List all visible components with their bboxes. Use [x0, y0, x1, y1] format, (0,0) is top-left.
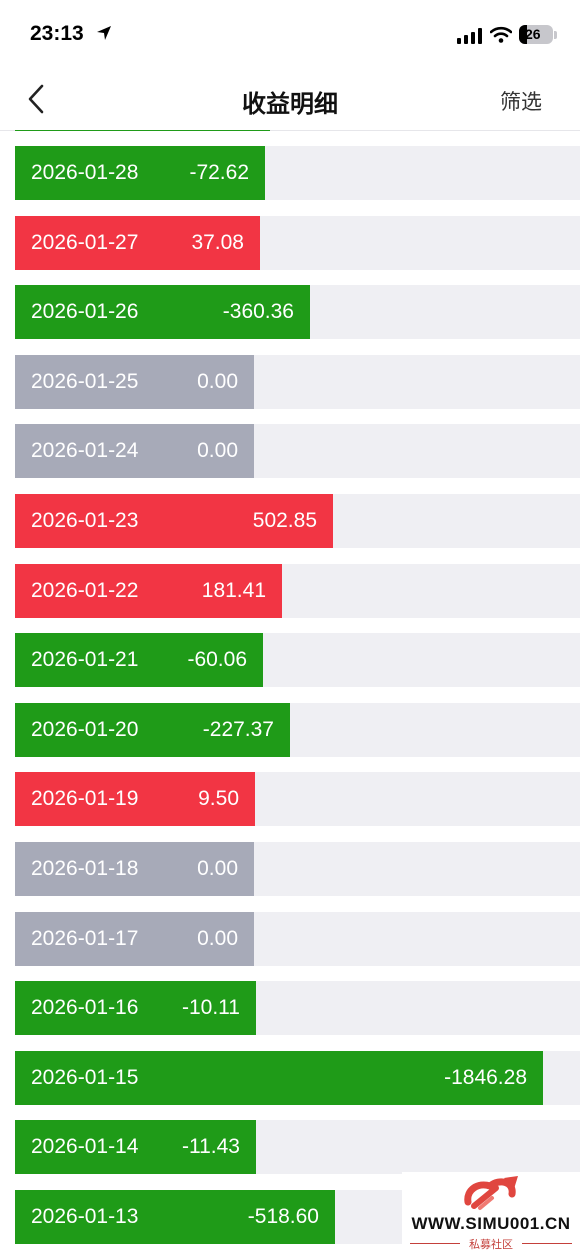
- earnings-row[interactable]: 2026-01-23 502.85: [15, 494, 580, 548]
- earnings-row[interactable]: 2026-01-26 -360.36: [15, 285, 580, 340]
- row-amount: -60.06: [187, 648, 247, 672]
- earnings-list: 2026-01-28 -72.62 2026-01-27 37.08 2026-01-2…: [0, 130, 580, 1255]
- row-date: 2026-01-15: [31, 1065, 139, 1089]
- amount-bar: 2026-01-15 -1846.28: [15, 1050, 543, 1105]
- nav-bar: 收益明细 筛选: [0, 68, 580, 131]
- amount-bar: 2026-01-14 -11.43: [15, 1120, 256, 1175]
- amount-bar: 2026-01-21 -60.06: [15, 633, 263, 688]
- row-date: 2026-01-21: [31, 648, 139, 672]
- row-amount: -72.62: [189, 161, 249, 184]
- earnings-row[interactable]: 2026-01-21 -60.06: [15, 633, 580, 688]
- watermark-tagline: 私募社区: [469, 1239, 513, 1251]
- earnings-row[interactable]: 2026-01-15 -1846.28: [15, 1050, 580, 1105]
- row-date: 2026-01-18: [31, 857, 139, 880]
- location-arrow-icon: [97, 26, 111, 40]
- row-date: 2026-01-28: [31, 161, 139, 184]
- row-date: 2026-01-25: [31, 369, 139, 393]
- row-amount: -518.60: [247, 1205, 319, 1228]
- battery-icon: 26: [519, 25, 553, 44]
- row-date: 2026-01-14: [31, 1135, 139, 1159]
- filter-button[interactable]: 筛选: [500, 91, 542, 114]
- row-date: 2026-01-16: [31, 996, 139, 1020]
- row-amount: -360.36: [222, 300, 294, 324]
- row-date: 2026-01-26: [31, 300, 139, 324]
- status-bar: 23:13 26: [0, 0, 580, 68]
- amount-bar: 2026-01-27 37.08: [15, 215, 260, 270]
- row-date: 2026-01-19: [31, 787, 139, 811]
- earnings-row[interactable]: 2026-01-22 181.41: [15, 563, 580, 618]
- row-amount: 0.00: [197, 439, 238, 463]
- row-amount: 502.85: [252, 509, 317, 532]
- row-amount: 0.00: [197, 369, 238, 393]
- amount-bar: 2026-01-13 -518.60: [15, 1190, 335, 1244]
- amount-bar: 2026-01-26 -360.36: [15, 285, 310, 340]
- cellular-signal-icon: [457, 28, 482, 44]
- earnings-row[interactable]: 2026-01-25 0.00: [15, 354, 580, 409]
- status-time: 23:13: [30, 22, 84, 45]
- row-amount: 37.08: [191, 230, 244, 254]
- amount-bar: 2026-01-25 0.00: [15, 354, 254, 409]
- earnings-row[interactable]: 2026-01-14 -11.43: [15, 1120, 580, 1175]
- earnings-row[interactable]: 2026-01-24 0.00: [15, 424, 580, 479]
- row-date: 2026-01-23: [31, 509, 139, 532]
- row-date: 2026-01-17: [31, 926, 139, 950]
- earnings-row[interactable]: 2026-01-16 -10.11: [15, 981, 580, 1036]
- row-amount: 181.41: [201, 578, 266, 602]
- earnings-row[interactable]: 2026-01-19 9.50: [15, 772, 580, 827]
- row-date: 2026-01-24: [31, 439, 139, 463]
- earnings-row[interactable]: 2026-01-18 0.00: [15, 842, 580, 896]
- watermark-site: WWW.SIMU001.CN: [411, 1214, 571, 1233]
- amount-bar: 2026-01-28 -72.62: [15, 146, 265, 200]
- row-amount: -10.11: [182, 996, 240, 1020]
- amount-bar: 2026-01-18 0.00: [15, 842, 254, 896]
- row-date: 2026-01-20: [31, 717, 139, 741]
- back-chevron-icon: [28, 84, 44, 114]
- back-button[interactable]: [20, 80, 60, 120]
- row-amount: -11.43: [182, 1135, 240, 1159]
- row-amount: -1846.28: [444, 1065, 527, 1089]
- amount-bar: 2026-01-17 0.00: [15, 911, 254, 966]
- battery-cap: [554, 31, 557, 39]
- row-amount: 9.50: [198, 787, 239, 811]
- battery-level: 26: [525, 26, 541, 42]
- amount-bar: 2026-01-24 0.00: [15, 424, 254, 479]
- earnings-row[interactable]: 2026-01-27 37.08: [15, 215, 580, 270]
- amount-bar: 2026-01-20 -227.37: [15, 702, 290, 757]
- row-amount: 0.00: [197, 857, 238, 880]
- row-date: 2026-01-22: [31, 578, 139, 602]
- amount-bar: 2026-01-22 181.41: [15, 563, 282, 618]
- row-date: 2026-01-27: [31, 230, 139, 254]
- amount-bar: 2026-01-19 9.50: [15, 772, 255, 827]
- row-date: 2026-01-13: [31, 1205, 139, 1228]
- row-amount: -227.37: [202, 717, 274, 741]
- wifi-icon: [490, 26, 512, 43]
- watermark: WWW.SIMU001.CN 私募社区: [402, 1172, 580, 1255]
- earnings-row[interactable]: 2026-01-20 -227.37: [15, 702, 580, 757]
- page-title: 收益明细: [242, 91, 338, 118]
- partial-row: [15, 130, 270, 131]
- earnings-row[interactable]: 2026-01-17 0.00: [15, 911, 580, 966]
- amount-bar: 2026-01-16 -10.11: [15, 981, 256, 1036]
- amount-bar: 2026-01-23 502.85: [15, 494, 333, 548]
- row-amount: 0.00: [197, 926, 238, 950]
- simu-logo-icon: [464, 1176, 518, 1210]
- earnings-row[interactable]: 2026-01-28 -72.62: [15, 146, 580, 200]
